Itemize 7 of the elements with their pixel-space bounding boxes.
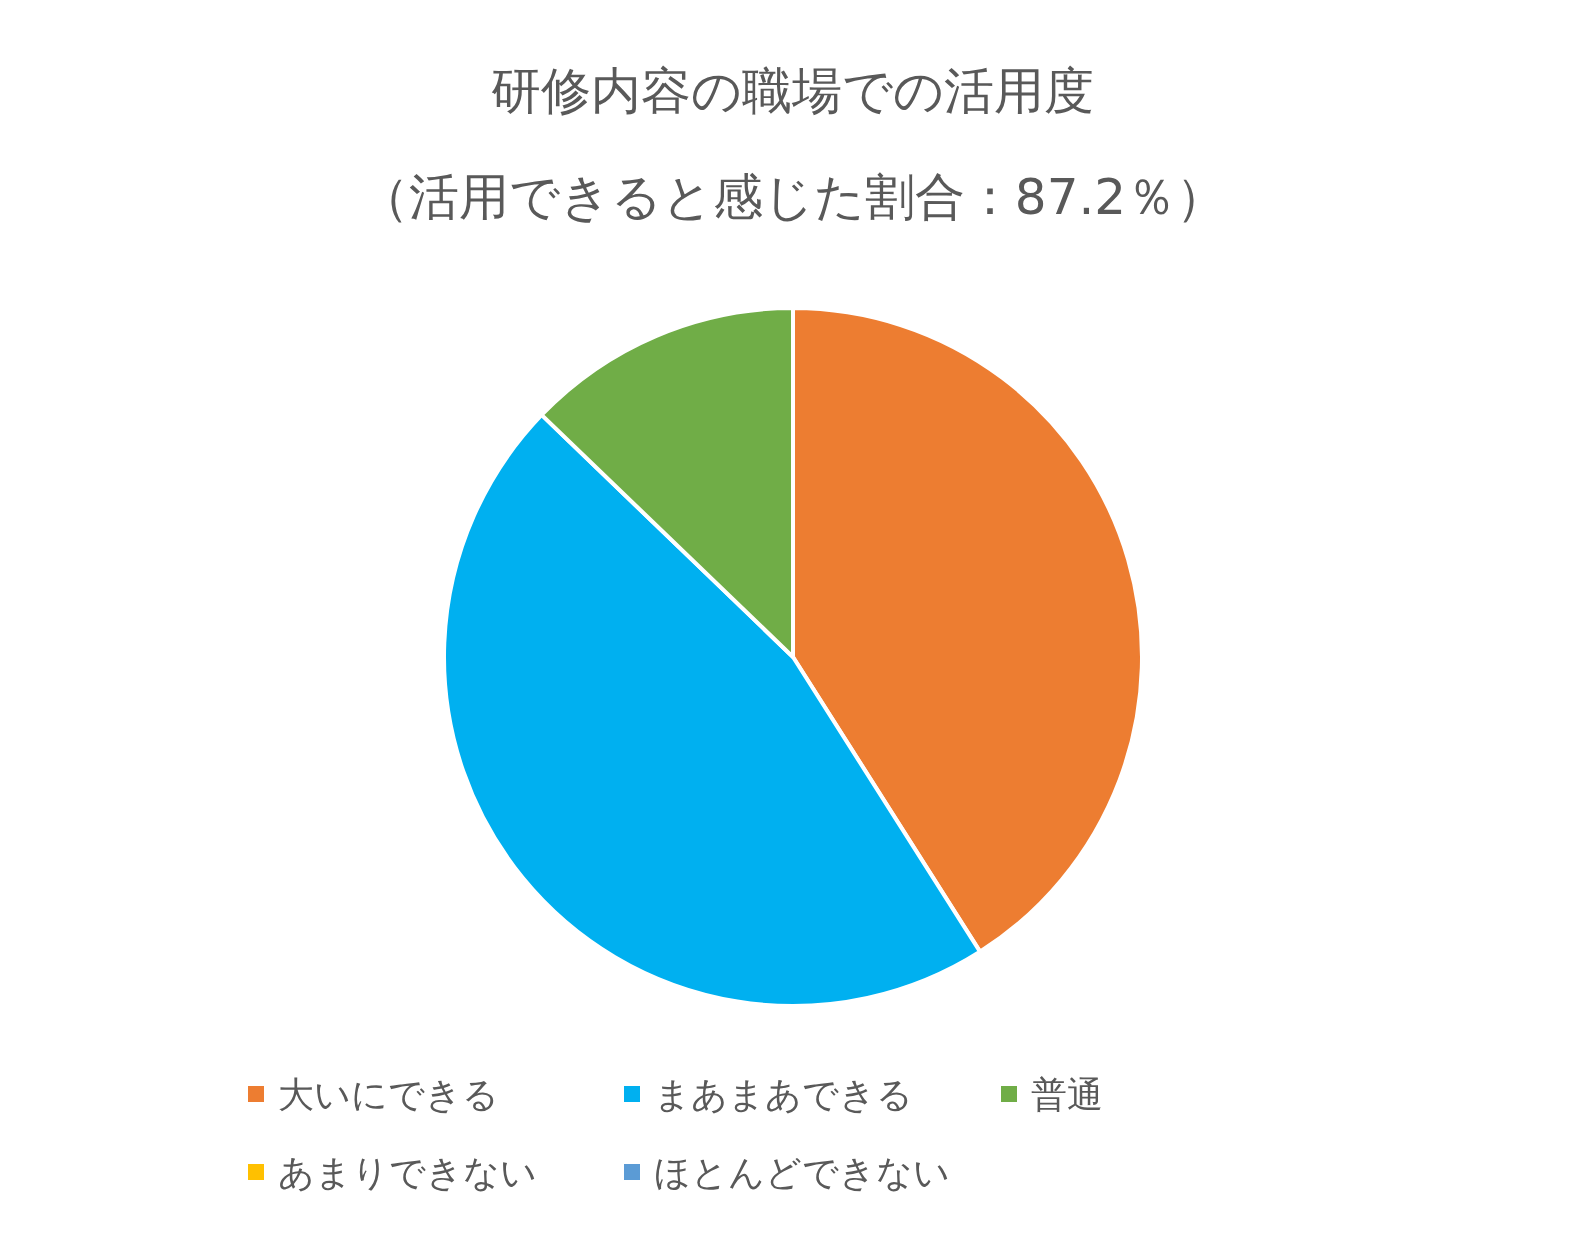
- legend-label: 普通: [1031, 1074, 1103, 1115]
- legend-label: 大いにできる: [278, 1074, 499, 1115]
- chart-subtitle: （活用できると感じた割合：87.2％）: [358, 168, 1227, 226]
- chart-title: 研修内容の職場での活用度: [491, 62, 1094, 120]
- legend-label: ほとんどできない: [654, 1152, 950, 1193]
- legend-label: あまりできない: [278, 1152, 537, 1193]
- legend-label: まあまあできる: [654, 1074, 913, 1115]
